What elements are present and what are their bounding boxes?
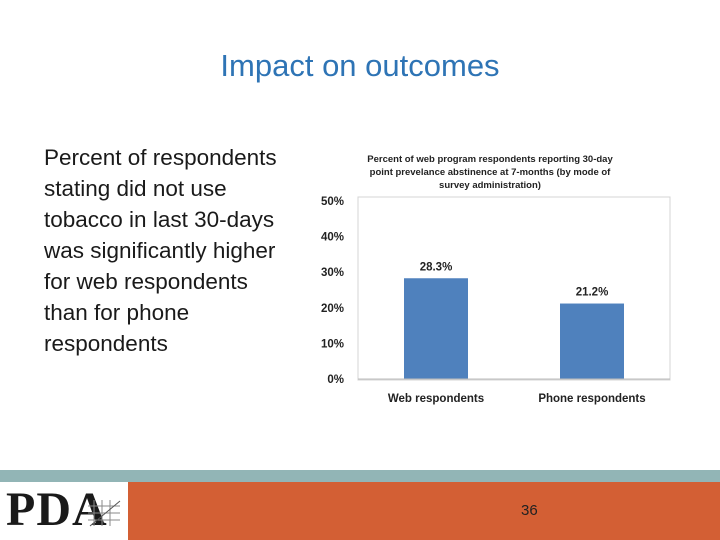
chart-title-line: Percent of web program respondents repor… — [367, 154, 613, 165]
y-tick-label: 0% — [327, 374, 344, 386]
body-text: Percent of respondents stating did not u… — [44, 145, 277, 356]
bar — [560, 303, 624, 379]
chart-canvas: Percent of web program respondents repor… — [321, 154, 671, 405]
y-tick-label: 30% — [321, 267, 344, 279]
logo: PDA — [6, 483, 108, 536]
page-number: 36 — [521, 502, 538, 519]
y-tick-label: 40% — [321, 232, 344, 244]
y-tick-label: 20% — [321, 303, 344, 315]
data-label: 21.2% — [576, 287, 609, 299]
bar — [404, 278, 468, 379]
chart-title-line: survey administration) — [439, 180, 541, 191]
y-tick-label: 50% — [321, 196, 344, 208]
chart-title-line: point prevelance abstinence at 7-months … — [370, 167, 612, 178]
footer-accent-band — [0, 470, 720, 482]
slide-title: Impact on outcomes — [220, 48, 500, 83]
logo-grid-icon — [88, 500, 121, 527]
logo-background — [0, 482, 128, 540]
data-label: 28.3% — [420, 261, 453, 273]
category-label: Web respondents — [388, 393, 484, 405]
bar-chart: Percent of web program respondents repor… — [300, 145, 700, 415]
y-tick-label: 10% — [321, 338, 344, 350]
category-label: Phone respondents — [538, 393, 645, 405]
